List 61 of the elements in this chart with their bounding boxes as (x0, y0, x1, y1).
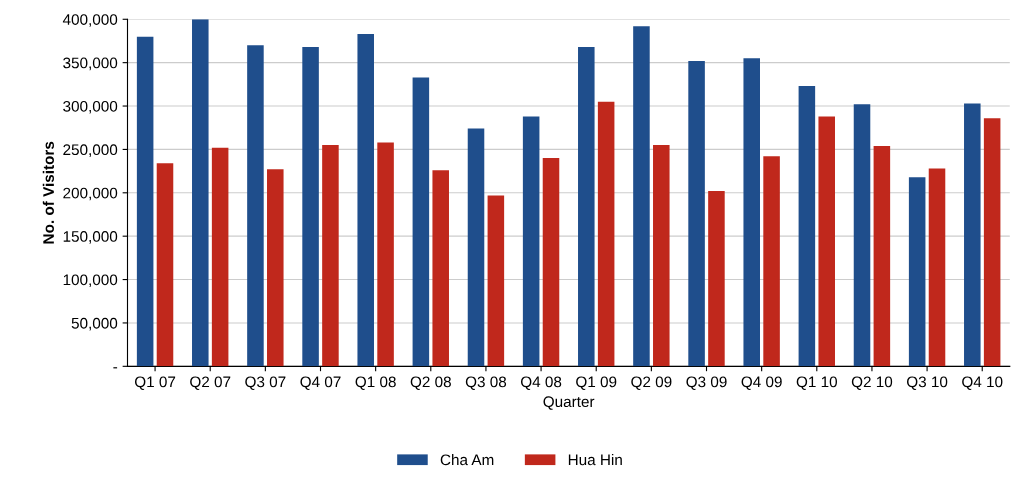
y-tick-label: 50,000 (71, 317, 118, 331)
x-tick-label: Q2 08 (410, 376, 451, 390)
bar (688, 60, 705, 367)
bar (247, 45, 264, 367)
bar (432, 170, 449, 367)
bar (322, 145, 339, 367)
bar (357, 34, 374, 367)
bar (763, 156, 780, 367)
bar (267, 169, 284, 367)
bar (873, 145, 891, 367)
legend-label: Hua Hin (568, 454, 622, 466)
y-tick-label: 400,000 (62, 14, 118, 27)
legend-label: Cha Am (440, 454, 494, 466)
x-tick-label: Q2 09 (631, 376, 672, 390)
bar (798, 86, 816, 367)
bar (542, 158, 560, 367)
bar (928, 168, 946, 367)
x-tick-label: Q3 10 (907, 376, 948, 390)
bar (487, 195, 505, 367)
y-tick-label: 250,000 (63, 144, 118, 157)
bar (377, 142, 394, 367)
y-axis-title: No. of Visitors (42, 141, 54, 244)
bar (964, 103, 981, 367)
bar (653, 145, 670, 367)
x-tick-label: Q4 09 (741, 376, 782, 390)
bar (211, 147, 229, 367)
y-tick-label: 100,000 (63, 274, 118, 288)
x-tick-label: Q3 08 (465, 376, 507, 390)
bar (412, 77, 430, 367)
bar (467, 128, 485, 367)
x-tick-label: Q3 09 (686, 376, 727, 390)
x-tick-label: Q1 09 (576, 376, 617, 390)
bar (983, 118, 1001, 367)
x-tick-label: Q2 10 (851, 376, 893, 390)
x-tick-label: Q2 07 (190, 376, 231, 390)
x-axis-title: Quarter (543, 396, 595, 410)
x-tick-label: Q4 10 (962, 376, 1003, 390)
bar (743, 58, 760, 367)
bar (156, 163, 174, 367)
x-tick-label: Q1 07 (134, 376, 176, 390)
bar (522, 116, 540, 367)
bar (908, 177, 926, 367)
x-tick-label: Q4 07 (300, 376, 341, 390)
x-tick-label: Q1 10 (796, 376, 838, 390)
bar (853, 104, 871, 367)
y-tick-label: 150,000 (63, 231, 118, 244)
y-tick-label: 200,000 (63, 187, 118, 201)
y-tick-label: - (113, 367, 118, 369)
x-tick-label: Q3 07 (245, 376, 286, 390)
bar (136, 36, 154, 367)
bar (708, 191, 725, 367)
x-tick-label: Q4 08 (520, 376, 562, 390)
bar (633, 26, 650, 367)
bar (578, 47, 595, 367)
x-tick-label: Q1 08 (355, 376, 396, 390)
bar (302, 47, 319, 367)
bar (818, 116, 835, 367)
y-tick-label: 300,000 (63, 100, 118, 114)
bar (192, 19, 209, 367)
y-tick-label: 350,000 (63, 57, 118, 71)
bar (597, 101, 615, 367)
